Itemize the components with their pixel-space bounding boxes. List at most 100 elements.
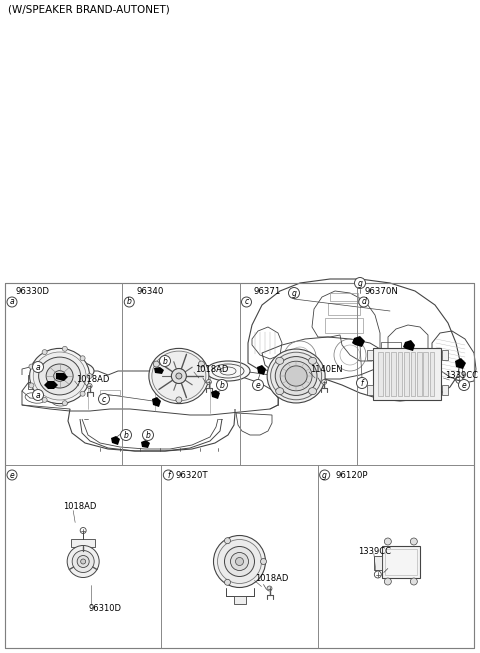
Text: b: b: [163, 357, 168, 366]
Circle shape: [206, 379, 211, 385]
Ellipse shape: [309, 357, 316, 364]
Bar: [357, 283, 474, 465]
Ellipse shape: [149, 349, 209, 404]
Text: 96330D: 96330D: [15, 287, 49, 296]
Circle shape: [241, 297, 252, 307]
Text: 1018AD: 1018AD: [76, 375, 109, 383]
Bar: [423, 352, 428, 396]
Text: 96370N: 96370N: [365, 287, 398, 296]
Bar: [100, 390, 120, 395]
Polygon shape: [111, 436, 120, 445]
Text: 96371: 96371: [253, 287, 281, 296]
Circle shape: [7, 297, 17, 307]
Bar: [367, 350, 373, 360]
Bar: [391, 352, 396, 396]
Circle shape: [355, 278, 365, 289]
Polygon shape: [257, 365, 266, 375]
Bar: [410, 352, 415, 396]
Bar: [325, 318, 363, 333]
Circle shape: [81, 559, 85, 564]
Circle shape: [29, 364, 34, 369]
Bar: [367, 385, 373, 395]
Bar: [385, 549, 417, 575]
Text: e: e: [256, 381, 260, 389]
Text: 1018AD: 1018AD: [63, 502, 96, 511]
Text: b: b: [127, 298, 132, 306]
Text: 1339CC: 1339CC: [358, 547, 391, 556]
Circle shape: [163, 470, 173, 480]
Circle shape: [225, 537, 230, 544]
Circle shape: [359, 297, 369, 307]
Circle shape: [322, 379, 326, 385]
Circle shape: [288, 287, 300, 298]
Circle shape: [77, 556, 89, 567]
Text: b: b: [123, 430, 129, 439]
Circle shape: [80, 391, 85, 396]
Circle shape: [67, 545, 99, 577]
Circle shape: [252, 379, 264, 390]
Circle shape: [217, 539, 262, 584]
Circle shape: [42, 398, 47, 402]
Bar: [330, 293, 358, 301]
Circle shape: [62, 401, 67, 406]
Circle shape: [29, 383, 34, 388]
Circle shape: [230, 552, 249, 571]
Text: 1339CC: 1339CC: [445, 372, 479, 381]
Polygon shape: [455, 358, 466, 369]
Circle shape: [80, 356, 85, 360]
Circle shape: [236, 558, 243, 565]
Text: 96320T: 96320T: [175, 471, 208, 479]
Text: g: g: [291, 289, 297, 298]
Ellipse shape: [152, 351, 206, 401]
Bar: [404, 352, 408, 396]
Bar: [443, 385, 448, 395]
Circle shape: [7, 470, 17, 480]
Circle shape: [159, 355, 170, 366]
Polygon shape: [152, 397, 161, 407]
Circle shape: [410, 578, 417, 585]
Circle shape: [33, 362, 44, 372]
Circle shape: [171, 368, 186, 383]
Circle shape: [98, 394, 109, 404]
Text: a: a: [36, 390, 40, 400]
Text: c: c: [102, 394, 106, 404]
Ellipse shape: [285, 366, 307, 386]
Text: 96120P: 96120P: [336, 471, 368, 479]
Bar: [430, 352, 434, 396]
Text: a: a: [10, 298, 14, 306]
Text: d: d: [361, 298, 366, 306]
Text: c: c: [244, 298, 249, 306]
Ellipse shape: [276, 357, 284, 364]
Polygon shape: [352, 336, 365, 347]
Bar: [122, 283, 240, 465]
Ellipse shape: [276, 388, 284, 394]
Circle shape: [458, 379, 469, 390]
Bar: [398, 352, 402, 396]
Ellipse shape: [54, 371, 66, 381]
Text: 1140EN: 1140EN: [310, 366, 343, 375]
Ellipse shape: [57, 374, 62, 378]
Ellipse shape: [46, 364, 73, 388]
Ellipse shape: [271, 352, 322, 400]
Polygon shape: [56, 373, 68, 381]
Text: e: e: [462, 381, 467, 389]
Bar: [240, 283, 357, 465]
Bar: [318, 465, 474, 648]
Circle shape: [153, 361, 159, 367]
Polygon shape: [211, 390, 220, 399]
Ellipse shape: [38, 357, 81, 395]
Bar: [374, 556, 382, 569]
Text: g: g: [358, 278, 362, 287]
Text: f: f: [360, 379, 363, 387]
Circle shape: [176, 397, 182, 403]
Bar: [5, 283, 122, 465]
Bar: [71, 539, 95, 547]
Circle shape: [143, 430, 154, 441]
Circle shape: [124, 297, 134, 307]
Circle shape: [261, 558, 266, 564]
Polygon shape: [403, 340, 415, 351]
Text: 96340: 96340: [136, 287, 164, 296]
Polygon shape: [141, 440, 150, 448]
Polygon shape: [44, 381, 58, 389]
Bar: [328, 303, 360, 315]
